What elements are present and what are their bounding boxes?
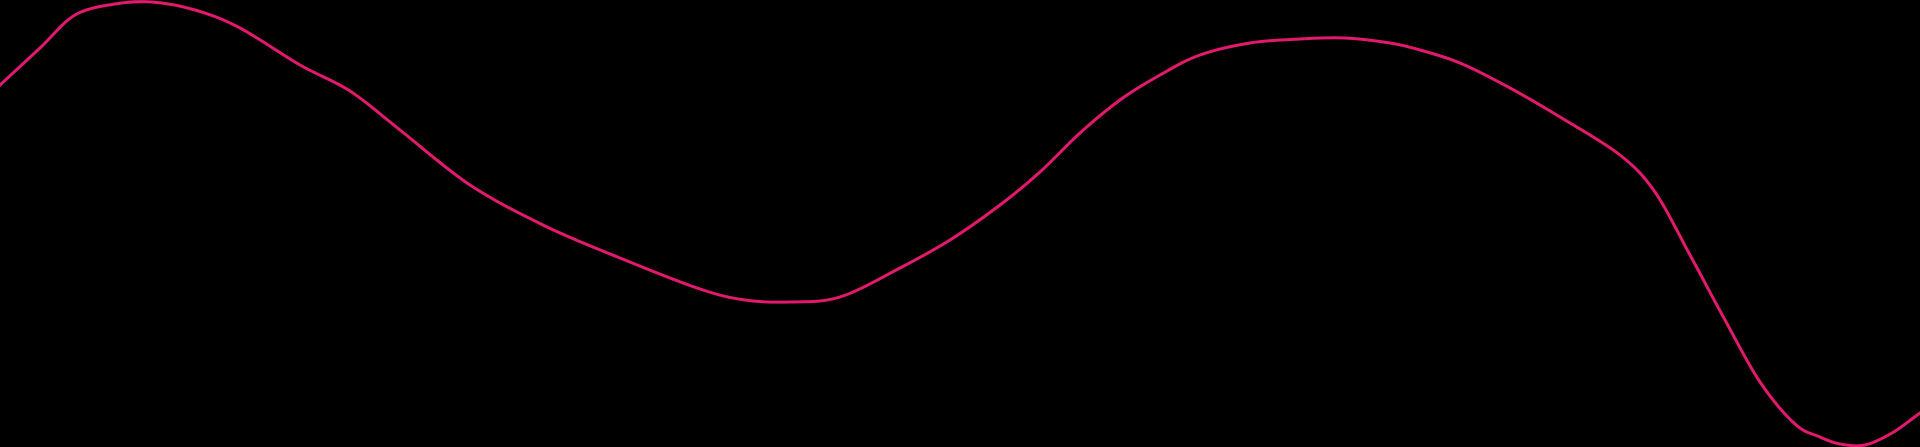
series-line-curve bbox=[0, 0, 1920, 447]
chart-area bbox=[0, 0, 1920, 447]
line-chart-canvas bbox=[0, 0, 1920, 447]
